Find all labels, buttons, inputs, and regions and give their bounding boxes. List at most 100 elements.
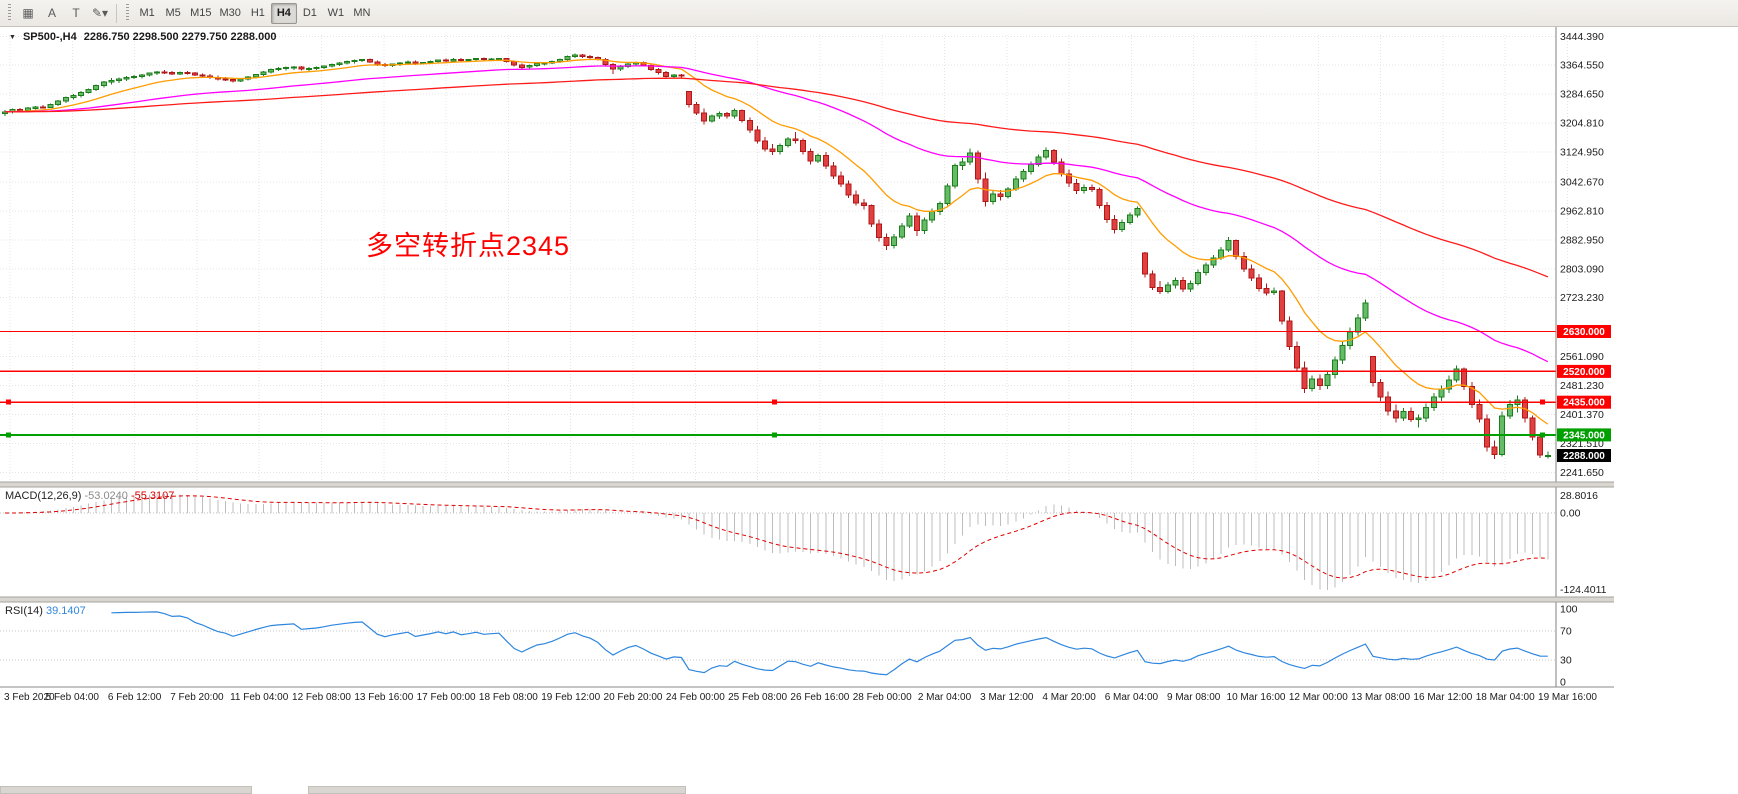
svg-text:20 Feb 20:00: 20 Feb 20:00 <box>604 692 663 703</box>
price-tag: 2435.000 <box>1557 395 1611 409</box>
toolbar: ▦ A T ✎▾ M1 M5 M15 M30 H1 H4 D1 W1 MN <box>0 0 1738 27</box>
macd-scale-labels: 28.8016 0.00 -124.4011 <box>1560 490 1607 596</box>
svg-text:4 Mar 20:00: 4 Mar 20:00 <box>1042 692 1096 703</box>
svg-text:28.8016: 28.8016 <box>1560 490 1598 502</box>
svg-text:3 Feb 2020: 3 Feb 2020 <box>4 692 55 703</box>
svg-text:2723.230: 2723.230 <box>1560 292 1604 304</box>
svg-text:2435.000: 2435.000 <box>1563 398 1605 409</box>
svg-text:25 Feb 08:00: 25 Feb 08:00 <box>728 692 787 703</box>
periods-drag-handle[interactable] <box>126 4 130 22</box>
svg-text:24 Feb 00:00: 24 Feb 00:00 <box>666 692 725 703</box>
chart-annotation[interactable]: 多空转折点2345 <box>366 231 571 261</box>
svg-text:2 Mar 04:00: 2 Mar 04:00 <box>918 692 972 703</box>
svg-text:19 Mar 16:00: 19 Mar 16:00 <box>1538 692 1597 703</box>
svg-text:3284.650: 3284.650 <box>1560 89 1604 101</box>
svg-text:5 Feb 04:00: 5 Feb 04:00 <box>46 692 100 703</box>
grid <box>0 35 1568 482</box>
text-label-tool[interactable]: A <box>47 6 56 20</box>
svg-text:19 Feb 12:00: 19 Feb 12:00 <box>541 692 600 703</box>
price-scale-labels: 3444.390 3364.550 3284.650 3204.810 3124.950… <box>1560 31 1604 479</box>
price-tag: 2630.000 <box>1557 325 1611 338</box>
toolbar-separator <box>116 3 118 23</box>
status-bar-segment <box>0 786 252 794</box>
ma-50-line <box>5 65 1549 363</box>
svg-text:2345.000: 2345.000 <box>1563 430 1605 441</box>
panel-splitter[interactable] <box>0 481 1614 488</box>
period-m15-button[interactable]: M15 <box>190 7 212 19</box>
svg-text:2241.650: 2241.650 <box>1560 467 1604 479</box>
svg-text:6 Feb 12:00: 6 Feb 12:00 <box>108 692 162 703</box>
candles <box>2 53 1551 459</box>
price-scale[interactable] <box>1556 27 1614 687</box>
svg-text:3 Mar 12:00: 3 Mar 12:00 <box>980 692 1034 703</box>
svg-text:12 Mar 00:00: 12 Mar 00:00 <box>1289 692 1348 703</box>
text-tool[interactable]: T <box>72 6 80 20</box>
svg-text:16 Mar 12:00: 16 Mar 12:00 <box>1413 692 1472 703</box>
period-m1-button[interactable]: M1 <box>139 7 155 19</box>
svg-text:3124.950: 3124.950 <box>1560 147 1604 159</box>
svg-text:28 Feb 00:00: 28 Feb 00:00 <box>853 692 912 703</box>
svg-text:18 Mar 04:00: 18 Mar 04:00 <box>1476 692 1535 703</box>
period-h1-button[interactable]: H1 <box>250 7 265 19</box>
ma-13-line <box>4 58 1549 425</box>
chart-ohlc-values: 2286.750 2298.500 2279.750 2288.000 <box>83 31 277 43</box>
svg-text:30: 30 <box>1560 655 1572 667</box>
chart-canvas[interactable]: 3444.390 3364.550 3284.650 3204.810 3124.950… <box>0 27 1614 705</box>
timeframes-toolbar: M1 M5 M15 M30 H1 H4 D1 W1 MN <box>134 2 375 24</box>
svg-text:2630.000: 2630.000 <box>1563 327 1605 338</box>
svg-text:70: 70 <box>1560 625 1572 637</box>
macd-signal-line <box>5 495 1548 579</box>
draw-objects-tool[interactable]: ✎▾ <box>92 6 109 20</box>
svg-text:0.00: 0.00 <box>1560 508 1581 520</box>
line-studies-toolbar: ▦ A T ✎▾ <box>16 3 112 24</box>
horizontal-levels[interactable] <box>0 330 1556 438</box>
status-bar-segment <box>308 786 686 794</box>
svg-text:17 Feb 00:00: 17 Feb 00:00 <box>417 692 476 703</box>
svg-text:2401.370: 2401.370 <box>1560 409 1604 421</box>
chart-title: ▼ SP500-,H4 2286.750 2298.500 2279.750 2… <box>9 31 276 43</box>
price-tag: 2345.000 <box>1557 428 1611 442</box>
rsi-levels <box>0 630 1556 661</box>
svg-text:3204.810: 3204.810 <box>1560 118 1604 130</box>
period-m30-button[interactable]: M30 <box>219 7 241 19</box>
price-tag: 2520.000 <box>1557 364 1611 378</box>
svg-text:26 Feb 16:00: 26 Feb 16:00 <box>790 692 849 703</box>
svg-text:13 Feb 16:00: 13 Feb 16:00 <box>354 692 413 703</box>
toolbar-drag-handle[interactable] <box>8 4 11 22</box>
time-scale[interactable] <box>0 687 1614 705</box>
rsi-scale-labels: 100 70 30 0 <box>1560 604 1578 689</box>
ma-120-line <box>5 77 1549 278</box>
period-h4-button[interactable]: H4 <box>270 2 297 24</box>
period-m5-button[interactable]: M5 <box>165 7 181 19</box>
rsi-label: RSI(14) 39.1407 <box>5 605 86 617</box>
period-d1-button[interactable]: D1 <box>302 7 317 19</box>
macd-histogram <box>12 494 1549 590</box>
svg-text:11 Feb 04:00: 11 Feb 04:00 <box>230 692 289 703</box>
rsi-line <box>111 611 1548 676</box>
svg-text:3042.670: 3042.670 <box>1560 176 1604 188</box>
panel-splitter[interactable] <box>0 596 1614 603</box>
svg-text:12 Feb 08:00: 12 Feb 08:00 <box>292 692 351 703</box>
svg-text:13 Mar 08:00: 13 Mar 08:00 <box>1351 692 1410 703</box>
macd-label: MACD(12,26,9) -53.0240 -55.3107 <box>5 490 174 502</box>
svg-text:2803.090: 2803.090 <box>1560 263 1604 275</box>
period-mn-button[interactable]: MN <box>353 7 371 19</box>
svg-text:-124.4011: -124.4011 <box>1560 584 1607 596</box>
svg-text:7 Feb 20:00: 7 Feb 20:00 <box>170 692 224 703</box>
period-w1-button[interactable]: W1 <box>327 7 345 19</box>
svg-text:6 Mar 04:00: 6 Mar 04:00 <box>1105 692 1159 703</box>
svg-text:2561.090: 2561.090 <box>1560 351 1604 363</box>
svg-text:9 Mar 08:00: 9 Mar 08:00 <box>1167 692 1221 703</box>
svg-text:2520.000: 2520.000 <box>1563 367 1605 378</box>
svg-text:2481.230: 2481.230 <box>1560 380 1604 392</box>
chart-symbol-period: SP500-,H4 <box>22 31 77 43</box>
svg-text:10 Mar 16:00: 10 Mar 16:00 <box>1227 692 1286 703</box>
svg-text:2288.000: 2288.000 <box>1563 451 1605 462</box>
time-axis-labels: 3 Feb 20205 Feb 04:00 6 Feb 12:00 7 Feb 20… <box>4 692 1597 703</box>
svg-text:18 Feb 08:00: 18 Feb 08:00 <box>479 692 538 703</box>
chart-grid-tool[interactable]: ▦ <box>22 6 34 20</box>
svg-text:2962.810: 2962.810 <box>1560 205 1604 217</box>
svg-text:0: 0 <box>1560 677 1566 689</box>
svg-text:3444.390: 3444.390 <box>1560 31 1604 43</box>
chart-collapse-arrow-icon[interactable]: ▼ <box>9 33 16 41</box>
